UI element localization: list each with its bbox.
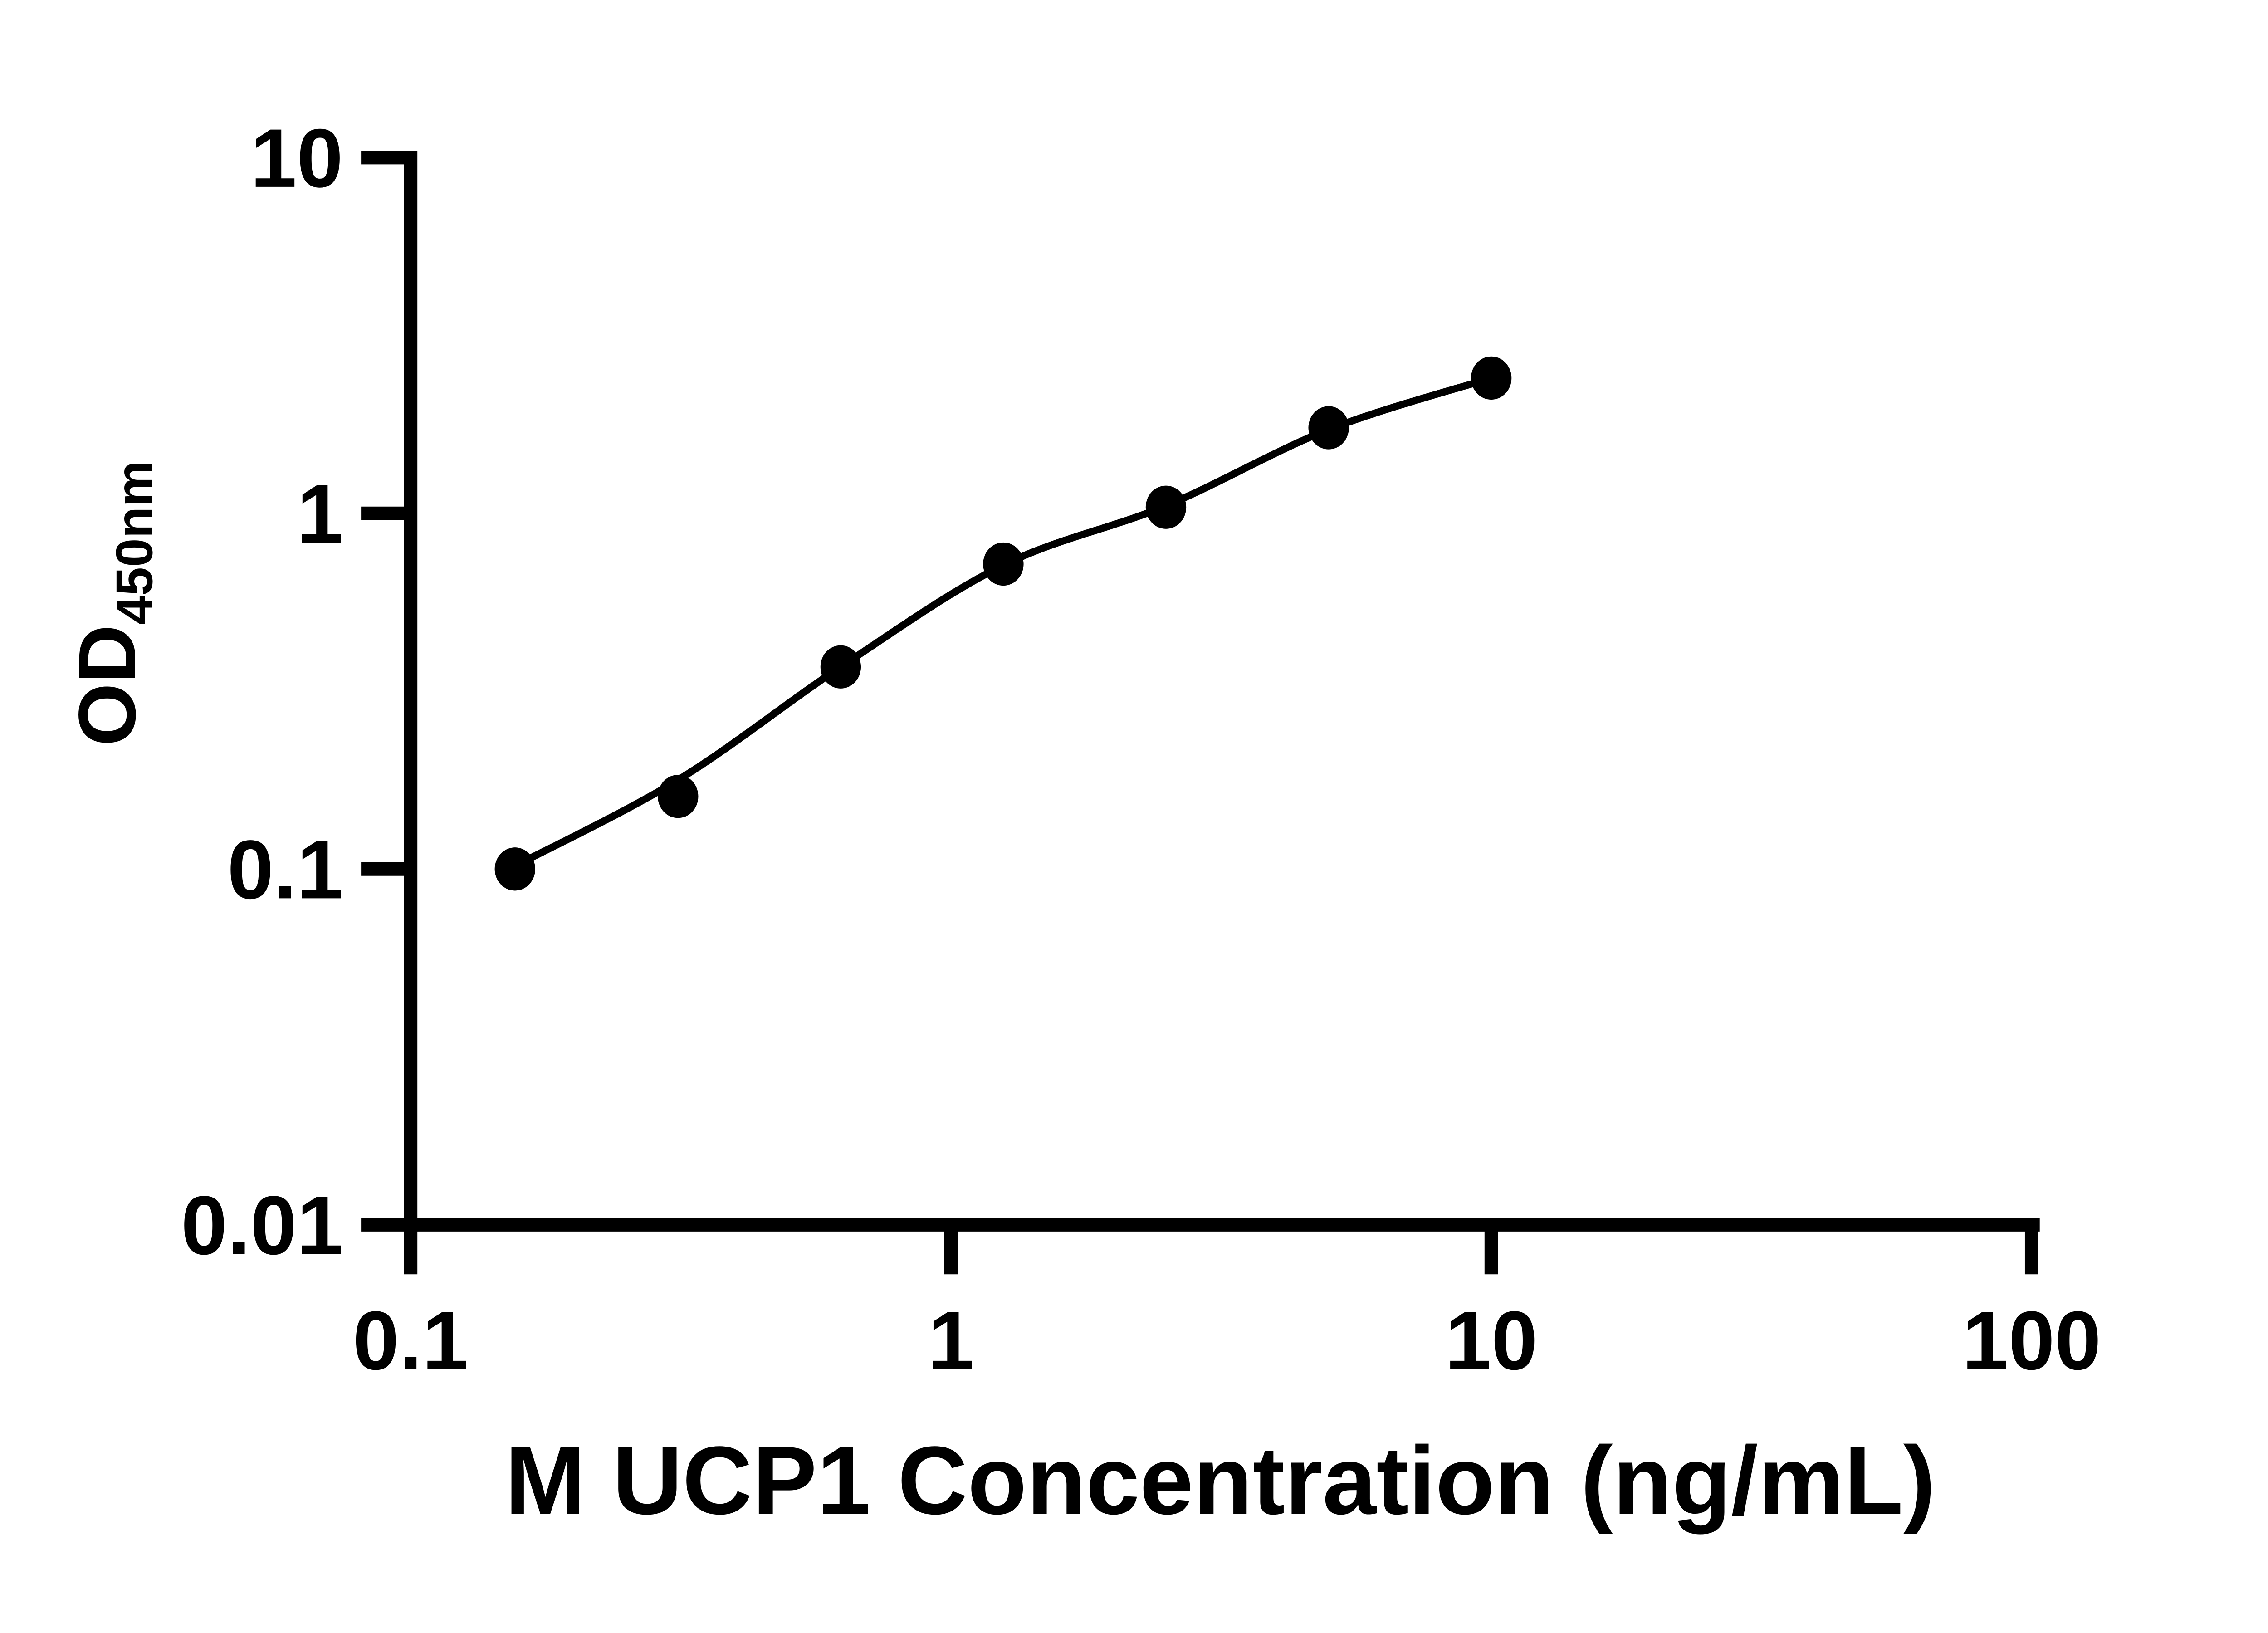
data-point	[1471, 356, 1512, 400]
x-tick-label: 1	[928, 1294, 974, 1387]
y-tick-label: 0.01	[181, 1179, 343, 1272]
data-point	[658, 775, 699, 818]
y-axis-title: OD450nm	[62, 460, 164, 746]
data-point	[983, 542, 1024, 586]
y-axis-title-main: OD	[62, 625, 152, 746]
data-point	[1145, 485, 1187, 529]
data-point	[820, 645, 861, 689]
y-tick-label: 0.1	[227, 823, 343, 916]
x-axis-ticks	[404, 1225, 2038, 1275]
y-axis-title-sub: 450nm	[106, 460, 164, 625]
x-axis-tick-labels: 0.1 1 10 100	[353, 1294, 2101, 1387]
y-axis-ticks	[361, 151, 411, 1232]
data-point	[494, 847, 535, 891]
y-axis-tick-labels: 0.01 0.1 1 10	[181, 112, 343, 1272]
data-points	[494, 356, 1512, 891]
data-point	[1308, 406, 1349, 450]
x-tick-label: 0.1	[353, 1294, 469, 1387]
x-axis-title: M UCP1 Concentration (ng/mL)	[505, 1427, 1936, 1535]
x-tick-label: 10	[1445, 1294, 1538, 1387]
y-tick-label: 10	[250, 112, 343, 205]
x-tick-label: 100	[1962, 1294, 2101, 1387]
y-tick-label: 1	[297, 467, 343, 560]
